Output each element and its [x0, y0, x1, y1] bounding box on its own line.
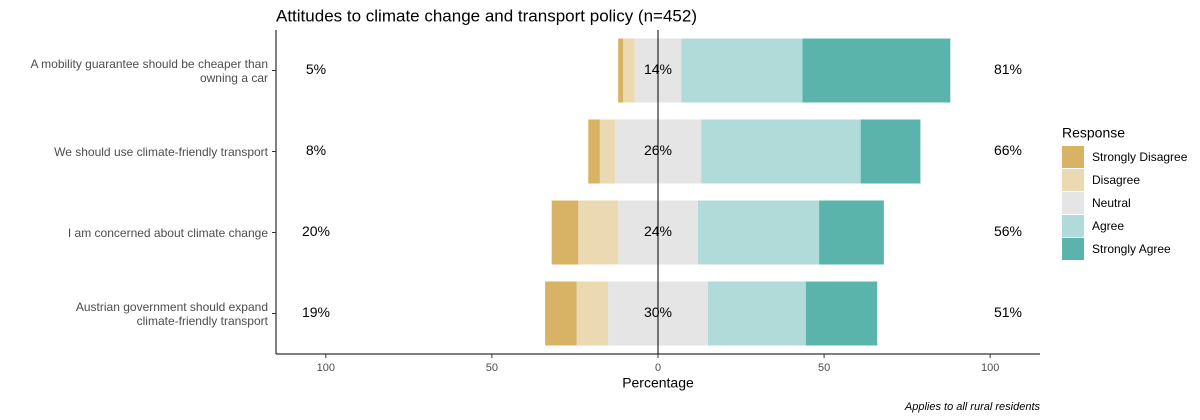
bar-segment — [681, 38, 803, 103]
bar-segment — [578, 200, 619, 265]
right-total-label: 81% — [994, 61, 1022, 77]
legend-title: Response — [1062, 125, 1125, 141]
left-total-label: 5% — [306, 61, 326, 77]
legend-label: Strongly Agree — [1092, 242, 1171, 256]
category-label: A mobility guarantee should be cheaper t… — [30, 56, 269, 85]
bar-segment — [588, 119, 600, 184]
x-tick-label: 100 — [981, 362, 999, 374]
left-total-label: 20% — [302, 223, 330, 239]
bar-segment — [701, 119, 861, 184]
category-label: We should use climate-friendly transport — [54, 144, 268, 159]
bar-segment — [707, 281, 806, 346]
caption: Applies to all rural residents — [904, 401, 1041, 413]
bar-segment — [623, 38, 635, 103]
category-label: Austrian government should expand climat… — [75, 299, 268, 328]
bar-segment — [618, 38, 624, 103]
bar-segment — [599, 119, 615, 184]
bar-segment — [545, 281, 577, 346]
left-total-label: 8% — [306, 142, 326, 158]
legend-label: Disagree — [1092, 173, 1140, 187]
legend-key — [1062, 169, 1084, 191]
bar-segment — [802, 38, 951, 103]
legend-key — [1062, 192, 1084, 214]
legend-label: Strongly Disagree — [1092, 150, 1188, 164]
bar-segment — [576, 281, 609, 346]
chart-title: Attitudes to climate change and transpor… — [276, 6, 697, 25]
x-tick-label: 50 — [486, 362, 498, 374]
legend-key — [1062, 215, 1084, 237]
bar-segment — [805, 281, 878, 346]
x-axis-label: Percentage — [622, 375, 694, 391]
right-total-label: 56% — [994, 223, 1022, 239]
bar-segment — [819, 200, 884, 265]
legend-key — [1062, 238, 1084, 260]
x-tick-label: 100 — [317, 362, 335, 374]
legend-key — [1062, 146, 1084, 168]
right-total-label: 66% — [994, 142, 1022, 158]
bar-segment — [860, 119, 921, 184]
x-tick-label: 0 — [655, 362, 661, 374]
legend-label: Neutral — [1092, 196, 1131, 210]
x-tick-label: 50 — [818, 362, 830, 374]
bar-segment — [551, 200, 579, 265]
bar-segment — [697, 200, 820, 265]
left-total-label: 19% — [302, 304, 330, 320]
legend-label: Agree — [1092, 219, 1124, 233]
right-total-label: 51% — [994, 304, 1022, 320]
category-label: I am concerned about climate change — [67, 225, 268, 240]
